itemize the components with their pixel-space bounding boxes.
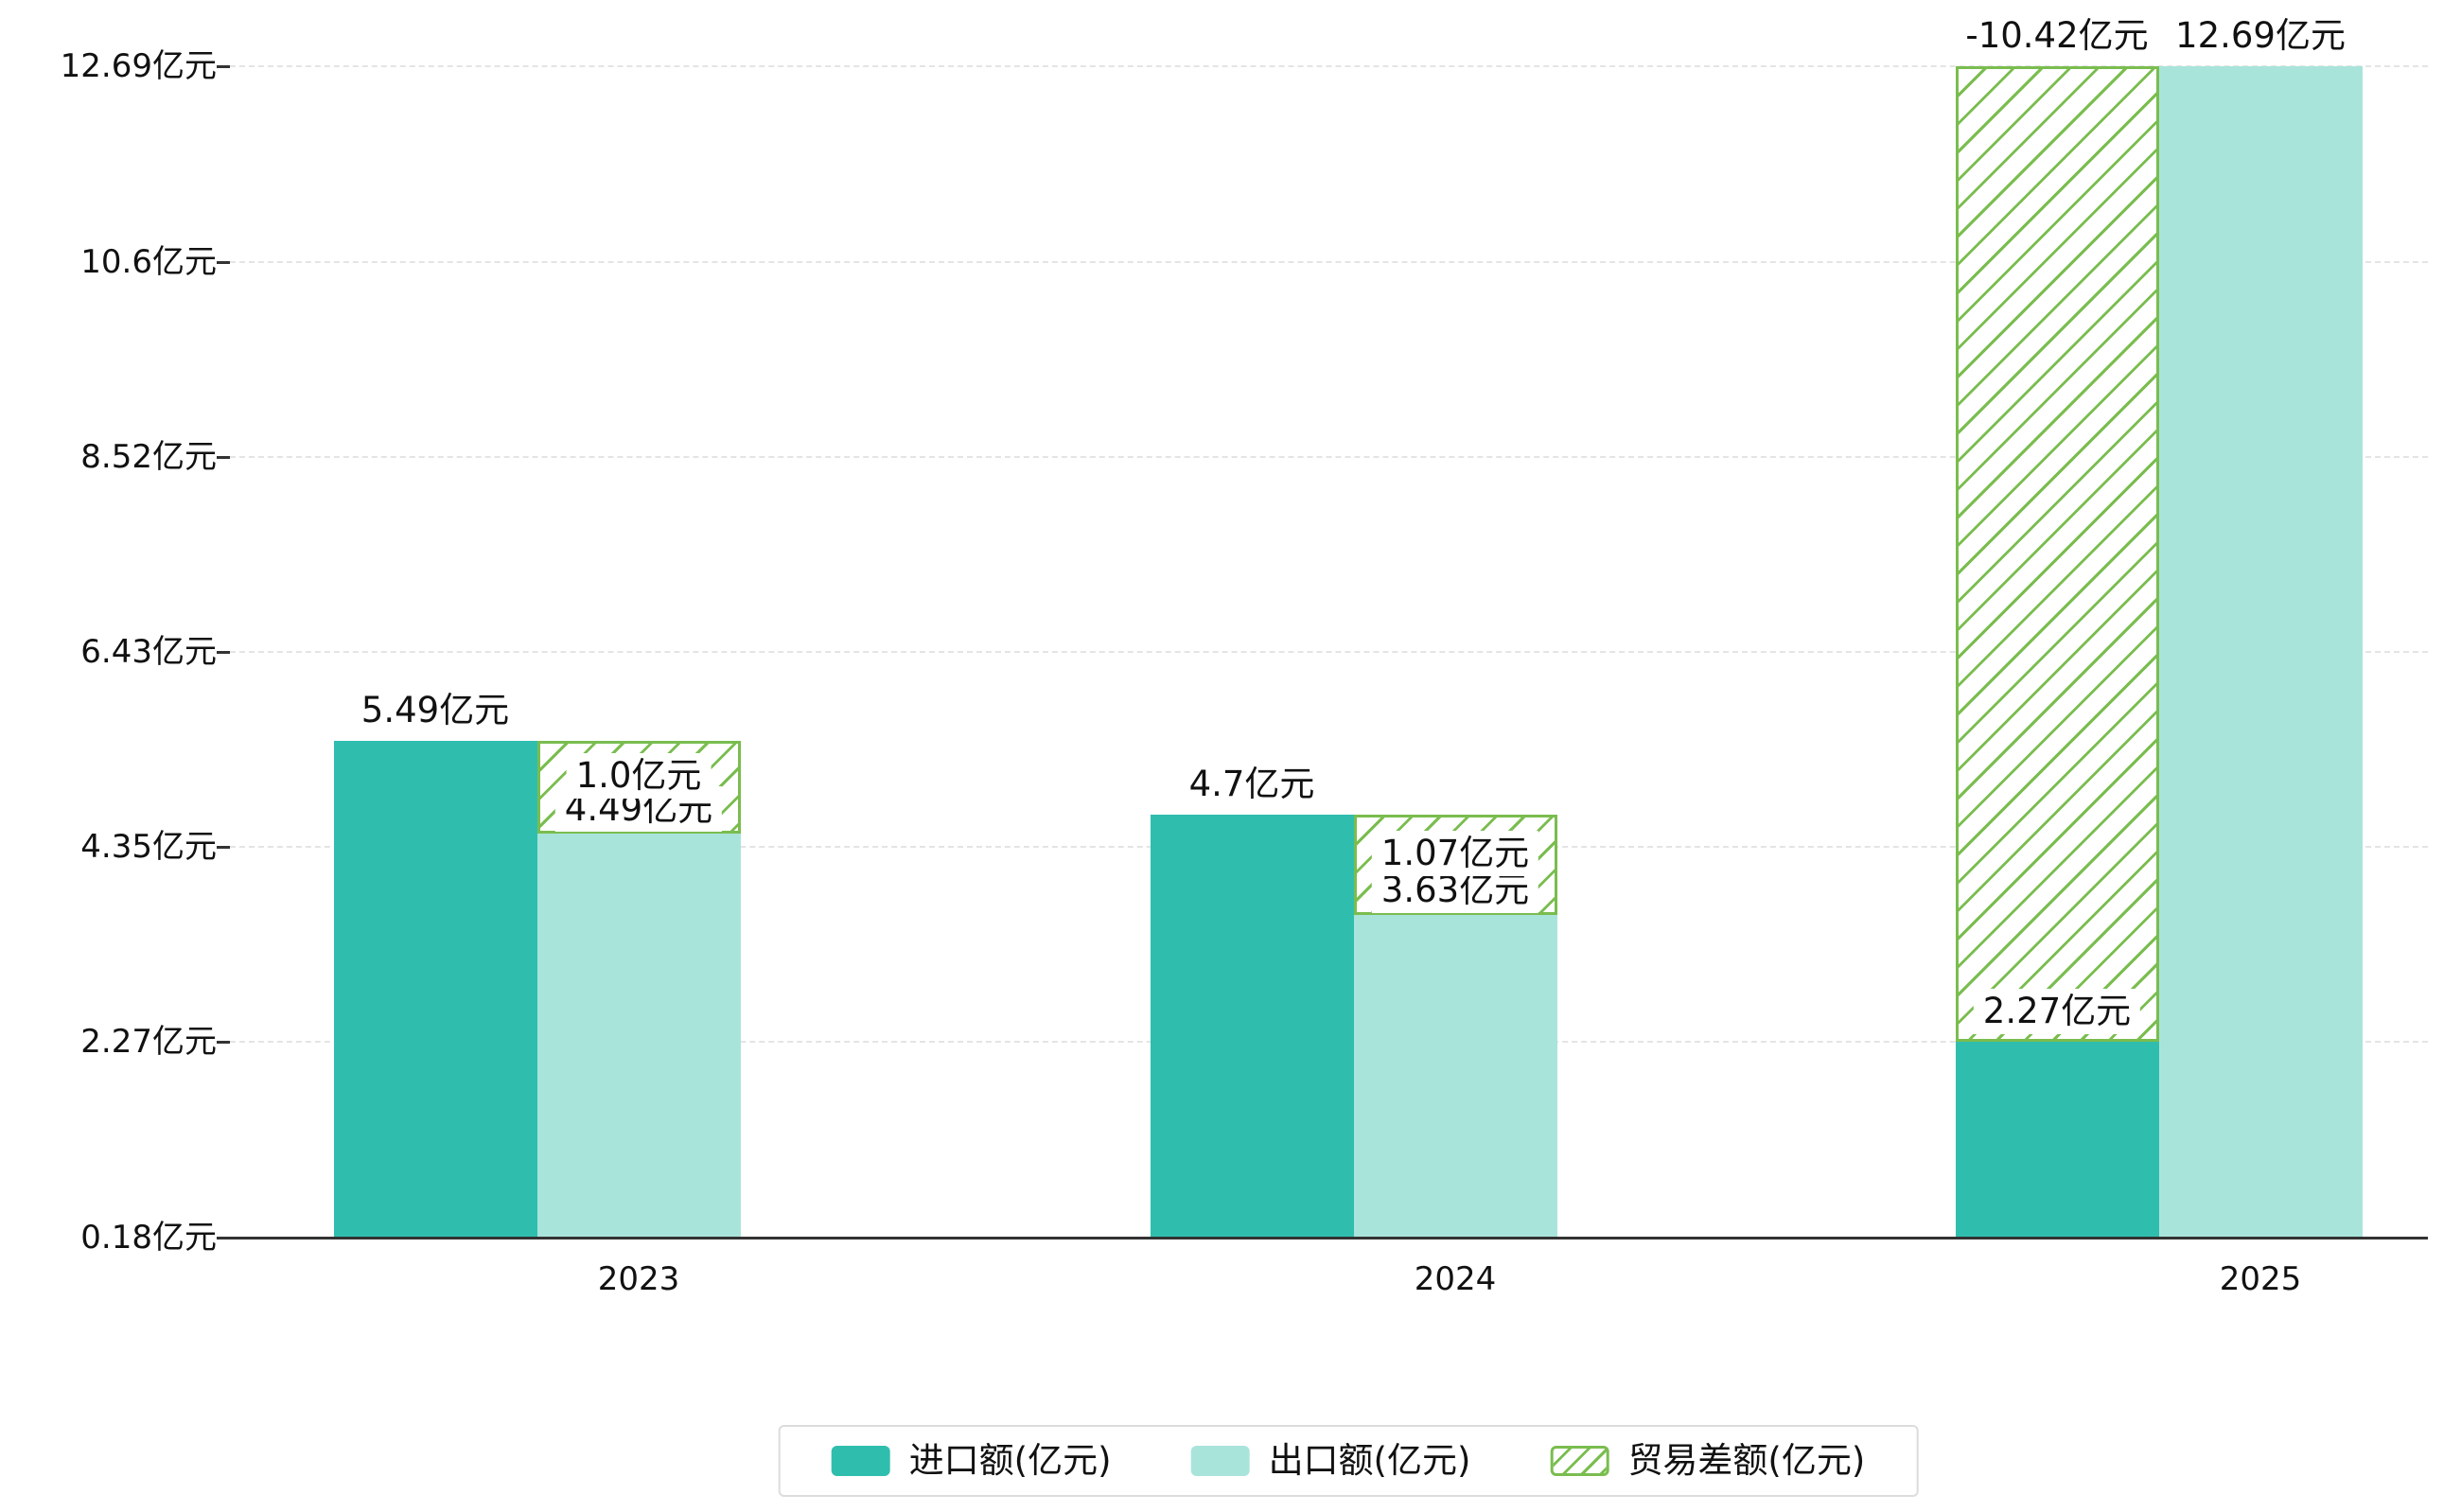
label-balance-2025: -10.42亿元 xyxy=(1956,13,2158,59)
bar-export-2024 xyxy=(1353,914,1557,1238)
y-axis-label: 10.6亿元 xyxy=(80,242,217,281)
bar-import-2023 xyxy=(333,740,537,1238)
bar-import-2025 xyxy=(1955,1042,2159,1238)
y-axis-label: 0.18亿元 xyxy=(80,1219,217,1257)
legend-label-balance: 贸易差额(亿元) xyxy=(1627,1440,1866,1481)
y-axis-tick xyxy=(217,65,230,68)
y-axis-tick xyxy=(217,260,230,264)
gridline xyxy=(230,260,2428,263)
y-axis-tick xyxy=(217,651,230,655)
x-axis-line xyxy=(230,1237,2428,1239)
y-axis-label: 4.35亿元 xyxy=(80,828,217,867)
x-axis-label-2023: 2023 xyxy=(597,1260,680,1298)
y-axis-label: 6.43亿元 xyxy=(80,633,217,672)
y-axis-label: 2.27亿元 xyxy=(80,1023,217,1062)
x-axis-label-2024: 2024 xyxy=(1414,1260,1497,1298)
y-axis-tick xyxy=(217,1041,230,1045)
bar-import-2024 xyxy=(1150,814,1354,1238)
gridline xyxy=(230,651,2428,654)
label-import-2023: 5.49亿元 xyxy=(351,687,519,733)
label-balance-2023: 1.0亿元 xyxy=(566,752,712,799)
bar-export-2023 xyxy=(536,834,741,1238)
legend: 进口额(亿元) 出口额(亿元) 贸易差额(亿元) xyxy=(778,1425,1919,1497)
legend-label-import: 进口额(亿元) xyxy=(908,1440,1112,1481)
label-export-2025: 12.69亿元 xyxy=(2166,13,2355,59)
legend-item-balance[interactable]: 贸易差额(亿元) xyxy=(1550,1440,1865,1482)
label-import-2024: 4.7亿元 xyxy=(1179,761,1325,807)
bar-export-2025 xyxy=(2158,66,2363,1238)
y-axis-label: 12.69亿元 xyxy=(60,47,217,85)
gridline xyxy=(230,65,2428,67)
trade-balance-box-2025 xyxy=(1955,66,2159,1043)
legend-item-export[interactable]: 出口额(亿元) xyxy=(1190,1440,1471,1482)
x-axis-label-2025: 2025 xyxy=(2219,1260,2302,1298)
legend-label-export: 出口额(亿元) xyxy=(1268,1440,1471,1481)
label-import-2025: 2.27亿元 xyxy=(1973,989,2141,1035)
legend-swatch-balance-icon xyxy=(1550,1446,1609,1476)
legend-item-import[interactable]: 进口额(亿元) xyxy=(831,1440,1112,1482)
y-axis-tick xyxy=(217,1237,230,1239)
y-axis-label: 8.52亿元 xyxy=(80,437,217,476)
y-axis-tick xyxy=(217,455,230,459)
legend-swatch-import-icon xyxy=(831,1446,890,1476)
legend-swatch-export-icon xyxy=(1190,1446,1250,1476)
y-axis-tick xyxy=(217,846,230,850)
label-balance-2024: 1.07亿元 xyxy=(1371,830,1539,876)
gridline xyxy=(230,455,2428,458)
